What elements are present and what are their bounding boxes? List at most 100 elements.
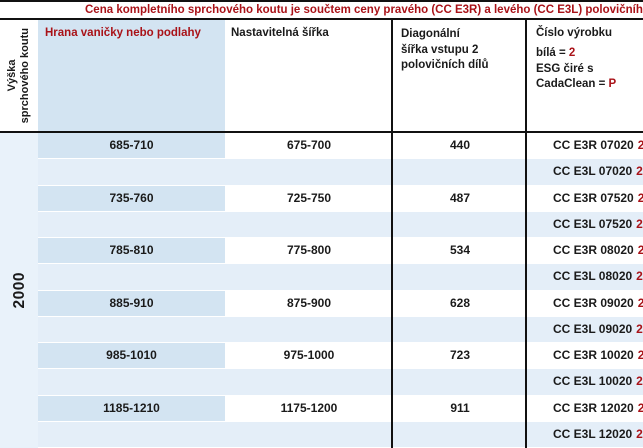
width-cell — [225, 264, 393, 291]
glass-note-line: ESG čiré s — [536, 62, 594, 75]
color-code-suffix: 2 — [637, 400, 643, 415]
width-column-label: Nastavitelná šířka — [231, 27, 329, 39]
header-edge-cell: Hrana vaničky nebo podlahy — [38, 20, 225, 131]
diagonal-cell — [393, 159, 527, 186]
product-code-cell: CC E3L 12020 2 — [527, 421, 643, 448]
width-cell: 875-900 — [225, 290, 393, 317]
color-code-suffix: 2 — [637, 295, 643, 310]
table-rows: 685-710 675-700 440 CC E3R 07020 2 CC E3L 070… — [38, 133, 643, 448]
product-code-cell: CC E3L 09020 2 — [527, 316, 643, 343]
edge-cell — [38, 421, 225, 448]
diagonal-cell — [393, 369, 527, 396]
width-cell — [225, 159, 393, 186]
table-row: CC E3L 07520 2 — [38, 211, 643, 238]
header-row: Výška sprchového koutu Hrana vaničky neb… — [0, 20, 643, 131]
diagonal-cell: 487 — [393, 185, 527, 212]
color-code-suffix: 2 — [636, 269, 643, 284]
table-row: 1185-1210 1175-1200 911 CC E3R 12020 2 — [38, 395, 643, 422]
table-row: CC E3L 09020 2 — [38, 316, 643, 343]
color-code-suffix: 2 — [637, 138, 643, 152]
product-code: CC E3R 07520 — [553, 190, 634, 205]
header-diagonal-cell: Diagonální šířka vstupu 2 polovičních dí… — [393, 20, 525, 131]
edge-column-label: Hrana vaničky nebo podlahy — [45, 27, 201, 39]
width-cell — [225, 421, 393, 448]
diagonal-cell: 911 — [393, 395, 527, 422]
table-row: 885-910 875-900 628 CC E3R 09020 2 — [38, 290, 643, 317]
diagonal-cell: 723 — [393, 343, 527, 370]
width-cell: 725-750 — [225, 185, 393, 212]
product-code: CC E3R 08020 — [553, 243, 634, 257]
header-rule — [0, 131, 643, 133]
edge-cell: 1185-1210 — [38, 395, 225, 422]
table-row: CC E3L 12020 2 — [38, 421, 643, 448]
table-row: CC E3L 10020 2 — [38, 369, 643, 396]
table-row: 735-760 725-750 487 CC E3R 07520 2 — [38, 185, 643, 212]
product-column-label: Číslo výrobku — [536, 27, 613, 39]
edge-cell: 685-710 — [38, 133, 225, 160]
product-code-cell: CC E3L 10020 2 — [527, 369, 643, 396]
diagonal-cell: 628 — [393, 290, 527, 317]
width-cell: 975-1000 — [225, 343, 393, 370]
white-code: 2 — [568, 47, 576, 59]
product-code: CC E3L 08020 — [553, 269, 633, 284]
product-code-cell: CC E3R 12020 2 — [527, 395, 643, 422]
white-label: bílá = — [536, 47, 569, 59]
product-code: CC E3L 07520 — [553, 216, 633, 231]
product-code-cell: CC E3R 08020 2 — [527, 238, 643, 265]
edge-cell: 735-760 — [38, 185, 225, 212]
width-cell: 1175-1200 — [225, 395, 393, 422]
color-code-suffix: 2 — [636, 216, 643, 231]
table-row: CC E3L 07020 2 — [38, 159, 643, 186]
header-height-cell: Výška sprchového koutu — [0, 20, 38, 131]
edge-cell — [38, 369, 225, 396]
color-code-suffix: 2 — [636, 321, 643, 336]
product-code: CC E3R 10020 — [553, 348, 634, 362]
header-width-cell: Nastavitelná šířka — [225, 20, 391, 131]
edge-cell: 785-810 — [38, 238, 225, 265]
diagonal-cell — [393, 316, 527, 343]
diagonal-column-label-line3: polovičních dílů — [401, 59, 489, 71]
table-body: 2000 685-710 675-700 440 CC E3R 07020 2 CC E3… — [0, 133, 643, 448]
product-code: CC E3L 12020 — [553, 426, 633, 441]
width-cell — [225, 316, 393, 343]
product-code-cell: CC E3R 07520 2 — [527, 185, 643, 212]
color-code-suffix: 2 — [637, 348, 643, 362]
diagonal-column-label-line1: Diagonální — [401, 28, 460, 40]
column-separator-2 — [525, 20, 527, 448]
color-code-suffix: 2 — [636, 164, 643, 179]
product-code: CC E3R 07020 — [553, 138, 634, 152]
glass-label: CadaClean = — [536, 78, 609, 90]
edge-cell — [38, 264, 225, 291]
product-code: CC E3L 09020 — [553, 321, 633, 336]
color-code-suffix: 2 — [637, 243, 643, 257]
product-code-cell: CC E3L 08020 2 — [527, 264, 643, 291]
diagonal-column-label-line2: šířka vstupu 2 — [401, 43, 479, 56]
product-code-cell: CC E3R 10020 2 — [527, 343, 643, 370]
color-code-suffix: 2 — [636, 374, 643, 389]
edge-cell — [38, 316, 225, 343]
width-cell: 775-800 — [225, 238, 393, 265]
width-cell — [225, 369, 393, 396]
edge-cell — [38, 159, 225, 186]
color-code-suffix: 2 — [637, 190, 643, 205]
column-separator-1 — [391, 20, 393, 448]
diagonal-cell — [393, 264, 527, 291]
table-row: 785-810 775-800 534 CC E3R 08020 2 — [38, 238, 643, 265]
table-row: 685-710 675-700 440 CC E3R 07020 2 — [38, 133, 643, 160]
top-rule — [0, 0, 643, 2]
header-product-cell: Číslo výrobku bílá = 2 ESG čiré s CadaCl… — [527, 20, 643, 131]
edge-cell: 985-1010 — [38, 343, 225, 370]
height-axis-label: Výška sprchového koutu — [6, 27, 31, 124]
edge-cell: 885-910 — [38, 290, 225, 317]
height-group-cell: 2000 — [0, 133, 38, 448]
diagonal-cell — [393, 421, 527, 448]
title-rule — [0, 18, 643, 20]
diagonal-cell: 440 — [393, 133, 527, 160]
diagonal-cell — [393, 211, 527, 238]
edge-cell — [38, 211, 225, 238]
table-row: 985-1010 975-1000 723 CC E3R 10020 2 — [38, 343, 643, 370]
product-code-cell: CC E3R 07020 2 — [527, 133, 643, 160]
width-cell: 675-700 — [225, 133, 393, 160]
product-code: CC E3L 07020 — [553, 164, 633, 179]
